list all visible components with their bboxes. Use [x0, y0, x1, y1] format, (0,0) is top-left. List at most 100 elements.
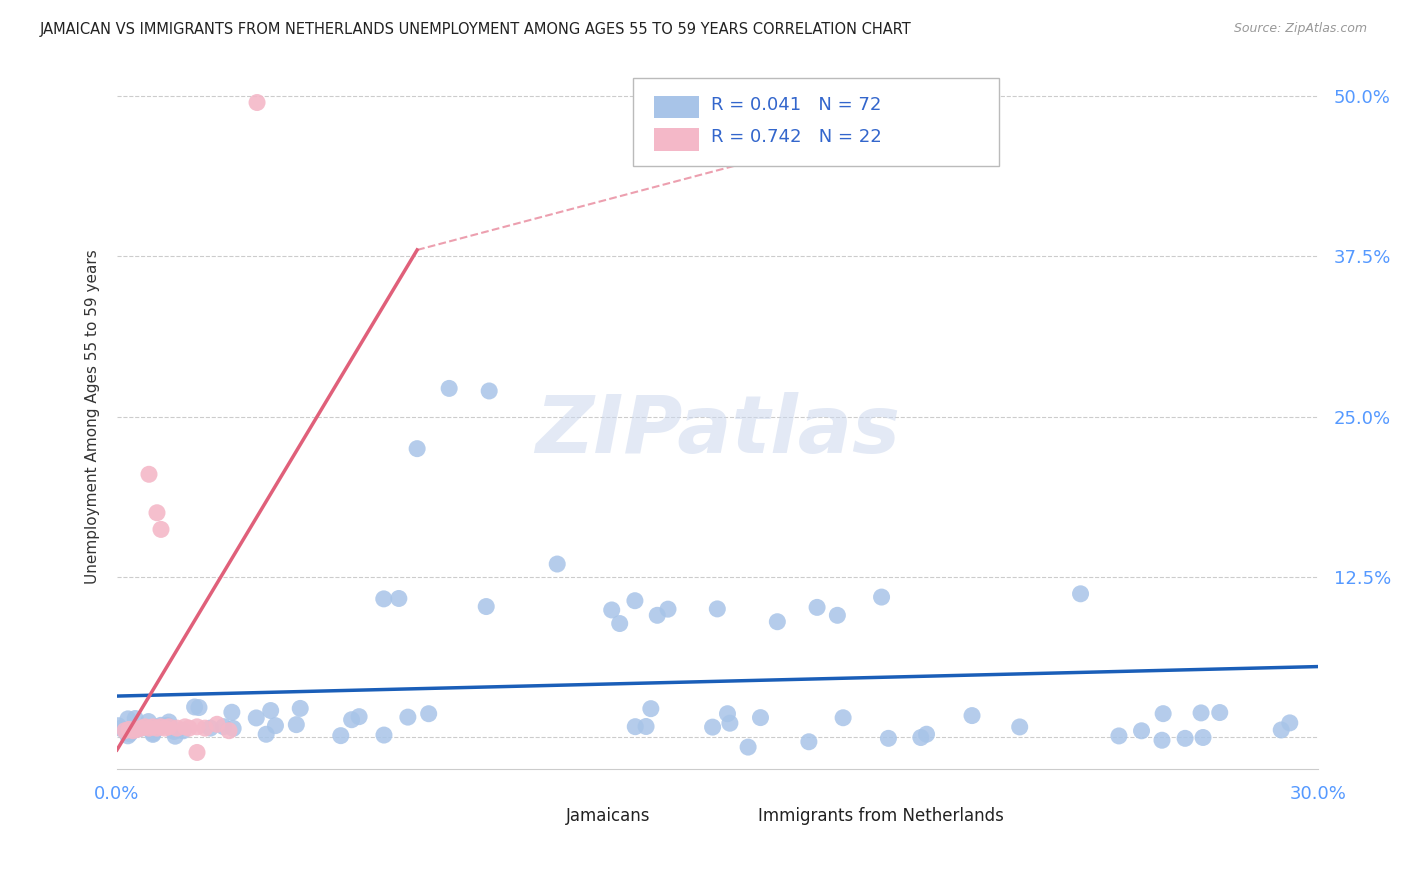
- Point: [645, 608, 668, 623]
- Text: ZIPatlas: ZIPatlas: [534, 392, 900, 470]
- Y-axis label: Unemployment Among Ages 55 to 59 years: Unemployment Among Ages 55 to 59 years: [86, 249, 100, 584]
- Point: [150, 720, 173, 734]
- Point: [122, 723, 145, 738]
- Point: [1070, 587, 1092, 601]
- Point: [285, 717, 308, 731]
- Point: [115, 723, 138, 737]
- Point: [114, 723, 136, 738]
- Point: [373, 728, 395, 742]
- Point: [624, 720, 647, 734]
- Point: [388, 591, 411, 606]
- Point: [117, 712, 139, 726]
- Point: [546, 557, 568, 571]
- Point: [110, 722, 132, 736]
- Point: [1130, 723, 1153, 738]
- Point: [142, 720, 165, 734]
- Point: [827, 608, 849, 623]
- FancyBboxPatch shape: [654, 128, 699, 151]
- Point: [138, 721, 160, 735]
- Point: [766, 615, 789, 629]
- Point: [260, 704, 283, 718]
- Text: Jamaicans: Jamaicans: [567, 806, 651, 825]
- Point: [129, 721, 152, 735]
- Point: [150, 523, 173, 537]
- FancyBboxPatch shape: [654, 95, 699, 119]
- Text: R = 0.041   N = 72: R = 0.041 N = 72: [711, 96, 882, 114]
- Point: [1150, 733, 1173, 747]
- Point: [118, 727, 141, 741]
- Point: [149, 718, 172, 732]
- Point: [157, 720, 180, 734]
- Point: [396, 710, 419, 724]
- Point: [478, 384, 501, 398]
- Point: [221, 705, 243, 719]
- Point: [915, 727, 938, 741]
- Point: [1108, 729, 1130, 743]
- Point: [118, 723, 141, 737]
- Point: [624, 593, 647, 607]
- Point: [212, 720, 235, 734]
- Point: [172, 723, 194, 738]
- Point: [218, 723, 240, 738]
- Point: [706, 602, 728, 616]
- Point: [246, 95, 269, 110]
- Point: [910, 731, 932, 745]
- Point: [1278, 715, 1301, 730]
- Point: [166, 721, 188, 735]
- Point: [153, 721, 176, 735]
- Point: [125, 723, 148, 737]
- Point: [1270, 723, 1292, 737]
- Point: [205, 717, 228, 731]
- Point: [718, 716, 741, 731]
- Point: [183, 700, 205, 714]
- Point: [797, 735, 820, 749]
- Point: [165, 729, 187, 743]
- Point: [347, 709, 370, 723]
- Point: [406, 442, 429, 456]
- Point: [702, 720, 724, 734]
- Point: [157, 714, 180, 729]
- FancyBboxPatch shape: [717, 805, 751, 826]
- Point: [148, 720, 170, 734]
- Point: [640, 701, 662, 715]
- Point: [188, 700, 211, 714]
- Point: [117, 729, 139, 743]
- Point: [1189, 706, 1212, 720]
- Point: [636, 719, 658, 733]
- Point: [340, 713, 363, 727]
- Point: [737, 740, 759, 755]
- FancyBboxPatch shape: [526, 805, 558, 826]
- Point: [124, 712, 146, 726]
- Point: [290, 701, 312, 715]
- Point: [877, 731, 900, 746]
- Point: [138, 714, 160, 729]
- Point: [437, 381, 460, 395]
- Point: [418, 706, 440, 721]
- Point: [870, 590, 893, 604]
- Text: Immigrants from Netherlands: Immigrants from Netherlands: [758, 806, 1004, 825]
- Point: [1192, 731, 1215, 745]
- Point: [1209, 706, 1232, 720]
- Point: [609, 616, 631, 631]
- Point: [174, 720, 197, 734]
- Point: [177, 721, 200, 735]
- FancyBboxPatch shape: [633, 78, 1000, 166]
- Point: [245, 711, 267, 725]
- Point: [254, 727, 277, 741]
- Point: [163, 724, 186, 739]
- Text: R = 0.742   N = 22: R = 0.742 N = 22: [711, 128, 882, 146]
- Point: [115, 724, 138, 739]
- Point: [186, 746, 208, 760]
- Point: [200, 721, 222, 735]
- Point: [373, 591, 395, 606]
- Point: [1152, 706, 1174, 721]
- Point: [142, 727, 165, 741]
- Point: [600, 603, 623, 617]
- Point: [749, 710, 772, 724]
- Text: Source: ZipAtlas.com: Source: ZipAtlas.com: [1233, 22, 1367, 36]
- Point: [186, 720, 208, 734]
- Point: [960, 708, 983, 723]
- Point: [716, 706, 738, 721]
- Point: [475, 599, 498, 614]
- Point: [107, 719, 129, 733]
